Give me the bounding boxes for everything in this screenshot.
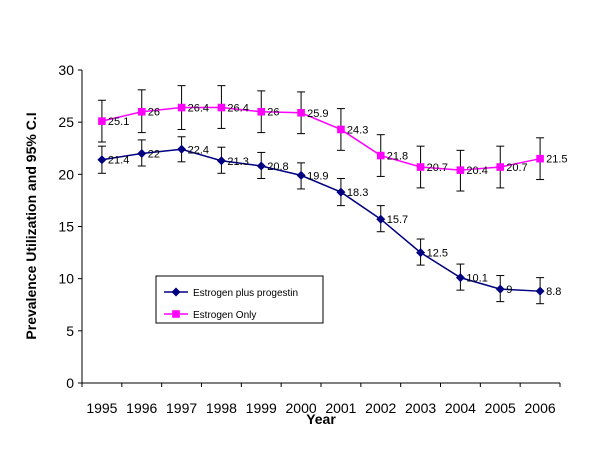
data-point bbox=[137, 107, 146, 116]
data-point bbox=[376, 214, 386, 224]
y-axis-ticks: 0 5 10 15 20 25 30 bbox=[58, 62, 82, 391]
data-point bbox=[217, 103, 226, 112]
data-label: 21.8 bbox=[387, 151, 408, 163]
y-tick-label: 20 bbox=[58, 166, 74, 182]
data-point bbox=[416, 163, 425, 171]
legend-swatch-marker bbox=[172, 310, 180, 318]
y-tick-label: 5 bbox=[66, 323, 74, 339]
x-tick-label: 1996 bbox=[126, 400, 157, 416]
data-point bbox=[256, 161, 266, 171]
data-point bbox=[376, 151, 385, 160]
x-axis-ticks: 1995 1996 1997 1998 1999 2000 2001 2002 2003 2004… bbox=[81, 383, 561, 416]
data-label: 25.9 bbox=[307, 108, 328, 120]
y-tick-label: 25 bbox=[58, 114, 74, 130]
series-estrogen-plus-progestin: 21.4 22 22.4 21.3 20.8 19.9 18.3 15.7 12.5 10.1 9 8… bbox=[97, 136, 561, 305]
legend-box bbox=[155, 275, 324, 324]
data-label: 26.4 bbox=[188, 103, 209, 115]
data-label: 26.4 bbox=[227, 103, 248, 115]
x-tick-label: 1998 bbox=[206, 400, 237, 416]
legend-label: Estrogen Only bbox=[193, 310, 256, 321]
y-tick-label: 30 bbox=[58, 62, 74, 78]
data-label: 20.7 bbox=[427, 162, 448, 174]
data-label: 22 bbox=[148, 148, 160, 160]
x-axis-title: Year bbox=[306, 411, 336, 427]
data-point bbox=[137, 148, 147, 158]
data-label: 25.1 bbox=[108, 116, 129, 128]
data-point bbox=[177, 103, 186, 112]
data-label: 10.1 bbox=[466, 273, 487, 285]
data-label: 12.5 bbox=[427, 248, 448, 260]
data-point bbox=[495, 284, 505, 294]
data-point bbox=[536, 154, 544, 163]
y-tick-label: 15 bbox=[58, 219, 74, 235]
data-point bbox=[257, 107, 266, 116]
data-point bbox=[297, 108, 305, 117]
data-point bbox=[177, 144, 187, 154]
data-point bbox=[296, 170, 306, 180]
data-point bbox=[216, 156, 226, 166]
data-label: 21.5 bbox=[546, 154, 567, 166]
x-tick-label: 2001 bbox=[325, 400, 356, 416]
series-estrogen-only: 25.1 26 26.4 26.4 26 25.9 24.3 21.8 20.7 20.4 20.7… bbox=[97, 85, 568, 192]
x-tick-label: 2006 bbox=[525, 400, 556, 416]
data-point bbox=[496, 163, 505, 171]
data-point bbox=[416, 248, 426, 258]
data-label: 21.4 bbox=[108, 155, 129, 167]
data-point bbox=[535, 286, 545, 296]
data-label: 15.7 bbox=[387, 214, 408, 226]
data-point bbox=[98, 117, 106, 125]
data-point bbox=[456, 166, 465, 174]
data-point bbox=[336, 187, 346, 197]
data-label: 20.4 bbox=[466, 165, 487, 177]
x-tick-label: 2004 bbox=[445, 400, 476, 416]
y-tick-label: 10 bbox=[58, 271, 74, 287]
data-label: 24.3 bbox=[347, 124, 368, 136]
plot-area: 21.4 22 22.4 21.3 20.8 19.9 18.3 15.7 12.5 10.1 9 8… bbox=[97, 85, 568, 305]
x-tick-label: 1997 bbox=[166, 400, 197, 416]
series-line bbox=[101, 106, 541, 171]
y-tick-label: 0 bbox=[66, 375, 74, 391]
legend-swatch-marker bbox=[171, 287, 181, 297]
legend-item-estrogen-plus-progestin: Estrogen plus progestin bbox=[164, 287, 298, 299]
x-tick-label: 2002 bbox=[365, 400, 396, 416]
data-label: 19.9 bbox=[307, 170, 328, 182]
legend-label: Estrogen plus progestin bbox=[193, 288, 298, 299]
x-tick-label: 2000 bbox=[286, 400, 317, 416]
data-point bbox=[455, 273, 465, 283]
data-point bbox=[337, 125, 345, 134]
data-label: 20.7 bbox=[506, 162, 527, 174]
legend-item-estrogen-only: Estrogen Only bbox=[164, 310, 256, 321]
x-tick-label: 2003 bbox=[405, 400, 436, 416]
data-label: 9 bbox=[506, 284, 512, 296]
data-label: 8.8 bbox=[546, 286, 561, 298]
legend: Estrogen plus progestin Estrogen Only bbox=[155, 275, 324, 324]
data-label: 21.3 bbox=[227, 156, 248, 168]
x-tick-label: 1999 bbox=[246, 400, 277, 416]
series-line bbox=[101, 148, 541, 292]
data-label: 26 bbox=[148, 107, 160, 119]
data-label: 20.8 bbox=[267, 161, 288, 173]
data-point bbox=[97, 155, 107, 165]
x-tick-label: 1995 bbox=[86, 400, 117, 416]
data-label: 22.4 bbox=[188, 144, 209, 156]
data-label: 26 bbox=[267, 107, 279, 119]
data-label: 18.3 bbox=[347, 187, 368, 199]
y-axis-title: Prevalence Utilization and 95% C.I bbox=[23, 112, 39, 339]
x-tick-label: 2005 bbox=[485, 400, 516, 416]
